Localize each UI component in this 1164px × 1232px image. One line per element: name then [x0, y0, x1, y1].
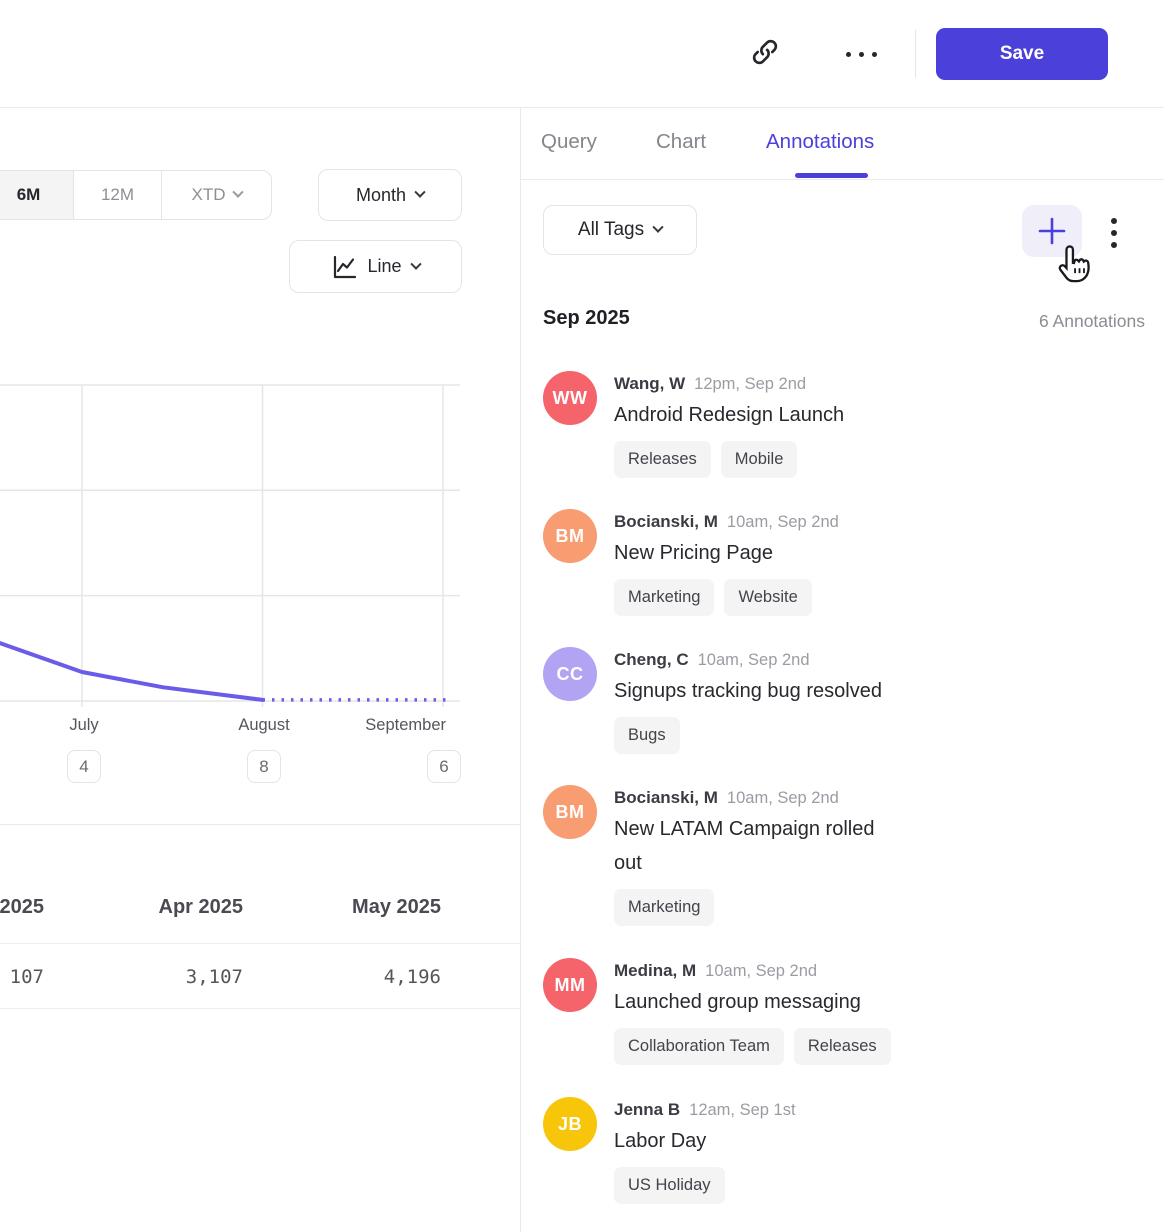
range-xtd-button[interactable]: XTD — [161, 171, 271, 219]
chart-type-dropdown[interactable]: Line — [289, 240, 462, 293]
avatar: CC — [543, 647, 597, 701]
save-button[interactable]: Save — [936, 28, 1108, 80]
annotation-author: Bocianski, M — [614, 512, 718, 531]
annotation-title: New Pricing Page — [614, 542, 773, 564]
annotation-title: Signups tracking bug resolved — [614, 680, 882, 702]
annotation-author: Bocianski, M — [614, 788, 718, 807]
add-annotation-button[interactable] — [1022, 205, 1082, 257]
line-chart-plot[interactable] — [0, 383, 460, 707]
tags-filter-dropdown[interactable]: All Tags — [543, 205, 697, 255]
active-tab-underline — [795, 173, 868, 178]
table-value-apr: 3,107 — [185, 966, 243, 988]
table-value-may: 4,196 — [383, 966, 441, 988]
annotation-tag[interactable]: Marketing — [614, 889, 715, 926]
chevron-down-icon — [414, 186, 426, 198]
line-chart-icon — [331, 254, 357, 280]
annotation-time: 12am, Sep 1st — [689, 1101, 796, 1119]
annotation-title: Android Redesign Launch — [614, 404, 845, 426]
header-divider — [915, 30, 916, 78]
annotation-tag[interactable]: Marketing — [614, 579, 715, 616]
chart-table-divider — [0, 824, 521, 825]
annotation-time: 10am, Sep 2nd — [697, 651, 810, 669]
annotation-tag[interactable]: Releases — [793, 1028, 891, 1065]
annotation-author: Medina, M — [614, 961, 697, 980]
plus-icon — [1038, 217, 1066, 245]
chevron-down-icon — [231, 186, 244, 198]
avatar: MM — [543, 958, 597, 1012]
annotation-title: Launched group messaging — [614, 991, 861, 1013]
annotation-count-badge-july[interactable]: 4 — [67, 750, 101, 783]
chart-panel: 6M 12M XTD Month Line — [0, 108, 521, 1232]
annotation-author: Wang, W — [614, 374, 686, 393]
annotation-time: 10am, Sep 2nd — [726, 513, 839, 531]
date-range-selector: 6M 12M XTD — [0, 170, 272, 220]
table-header-may: May 2025 — [352, 896, 441, 918]
annotation-time: 10am, Sep 2nd — [705, 962, 818, 980]
annotation-title: New LATAM Campaign rolled out — [614, 818, 875, 874]
more-options-button[interactable] — [838, 34, 884, 74]
annotation-author: Jenna B — [614, 1100, 681, 1119]
axis-label-august: August — [238, 716, 290, 734]
panel-tabs: Query Chart Annotations — [521, 108, 1164, 180]
table-divider — [0, 1008, 521, 1009]
annotation-tag[interactable]: Mobile — [720, 441, 798, 478]
range-12m-button[interactable]: 12M — [73, 171, 161, 219]
tab-annotations[interactable]: Annotations — [766, 130, 875, 153]
avatar: WW — [543, 371, 597, 425]
tab-query[interactable]: Query — [541, 130, 597, 153]
axis-label-september: September — [365, 716, 446, 734]
annotation-tag[interactable]: Releases — [614, 441, 711, 478]
table-value-mar: 107 — [9, 966, 44, 988]
annotation-tag[interactable]: Collaboration Team — [614, 1028, 784, 1065]
share-link-button[interactable] — [744, 34, 786, 74]
table-header-apr: Apr 2025 — [158, 896, 244, 918]
tab-chart[interactable]: Chart — [656, 130, 707, 153]
annotations-group-header: Sep 2025 — [543, 307, 630, 329]
chevron-down-icon — [409, 258, 422, 270]
axis-label-july: July — [69, 716, 99, 734]
granularity-dropdown[interactable]: Month — [318, 169, 462, 221]
annotation-tag[interactable]: US Holiday — [614, 1167, 725, 1204]
annotations-panel: Query Chart Annotations All Tags — [521, 108, 1164, 1232]
annotation-tag[interactable]: Website — [724, 579, 812, 616]
annotation-count-badge-august[interactable]: 8 — [247, 750, 281, 783]
avatar: JB — [543, 1097, 597, 1151]
range-6m-button[interactable]: 6M — [0, 171, 73, 219]
chevron-down-icon — [652, 221, 664, 233]
annotation-author: Cheng, C — [614, 650, 689, 669]
avatar: BM — [543, 509, 597, 563]
table-divider — [0, 943, 521, 944]
annotation-time: 12pm, Sep 2nd — [694, 375, 807, 393]
annotations-menu-button[interactable] — [1111, 218, 1118, 248]
horizontal-ellipsis-icon — [845, 51, 877, 57]
top-header: Save — [0, 0, 1164, 108]
table-header-mar: 2025 — [0, 896, 44, 918]
annotations-count: 6 Annotations — [1038, 311, 1145, 331]
annotation-title: Labor Day — [614, 1130, 707, 1152]
avatar: BM — [543, 785, 597, 839]
annotation-tag[interactable]: Bugs — [614, 717, 680, 754]
annotation-count-badge-september[interactable]: 6 — [427, 750, 461, 783]
link-icon — [749, 36, 781, 73]
annotation-time: 10am, Sep 2nd — [726, 789, 839, 807]
